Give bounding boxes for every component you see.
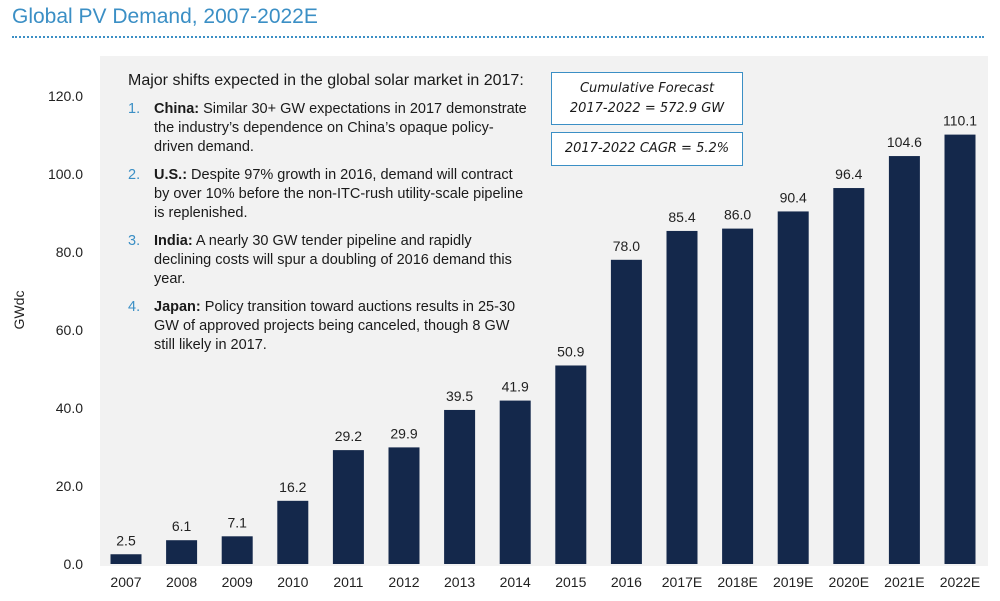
title-divider — [12, 36, 984, 38]
value-label-2018E: 86.0 — [724, 207, 751, 223]
bars — [110, 134, 976, 565]
x-tick-label-2007: 2007 — [110, 574, 141, 590]
item-number: 2. — [128, 167, 141, 183]
bar-2010 — [277, 500, 309, 564]
x-tick-label-2014: 2014 — [500, 574, 531, 590]
bar-2018E — [722, 228, 754, 564]
annotation-item-japan: 4. Japan: Policy transition toward aucti… — [128, 298, 528, 355]
item-number: 3. — [128, 233, 141, 249]
forecast-line-2: 2017-2022 = 572.9 GW — [569, 101, 725, 116]
item-bold: China: — [154, 101, 200, 117]
bar-2016 — [610, 259, 642, 564]
x-tick-label-2019E: 2019E — [773, 574, 813, 590]
bar-2013 — [444, 409, 476, 564]
bar-2007 — [110, 554, 142, 564]
y-tick-label: 60.0 — [56, 322, 83, 338]
bar-2008 — [166, 540, 198, 564]
value-label-2019E: 90.4 — [780, 189, 807, 205]
bar-2011 — [332, 450, 364, 564]
x-tick-label-2010: 2010 — [277, 574, 308, 590]
value-label-2016: 78.0 — [613, 238, 640, 254]
bar-2012 — [388, 447, 420, 564]
cumulative-forecast-box: Cumulative Forecast 2017-2022 = 572.9 GW — [551, 72, 743, 125]
item-number: 4. — [128, 299, 141, 315]
x-tick-label-2017E: 2017E — [662, 574, 702, 590]
annotation-heading: Major shifts expected in the global sola… — [128, 72, 524, 89]
chart-title: Global PV Demand, 2007-2022E — [12, 5, 318, 28]
bar-2017E — [666, 230, 698, 564]
item-bold: Japan: — [154, 299, 201, 315]
item-bold: India: — [154, 233, 193, 249]
cagr-text: 2017-2022 CAGR = 5.2% — [564, 141, 730, 156]
x-tick-label-2018E: 2018E — [717, 574, 757, 590]
item-text: Similar 30+ GW expectations in 2017 demo… — [154, 101, 527, 155]
x-tick-label-2012: 2012 — [388, 574, 419, 590]
value-label-2020E: 96.4 — [835, 166, 862, 182]
x-tick-label-2008: 2008 — [166, 574, 197, 590]
bar-2019E — [777, 211, 809, 564]
bar-2009 — [221, 536, 253, 564]
y-tick-label: 40.0 — [56, 400, 83, 416]
value-label-2010: 16.2 — [279, 479, 306, 495]
x-tick-label-2020E: 2020E — [829, 574, 869, 590]
item-bold: U.S.: — [154, 167, 188, 183]
y-tick-label: 20.0 — [56, 478, 83, 494]
value-labels: 2.5 6.1 7.1 16.2 29.2 29.9 39.5 41.9 50.9 78.0 85.… — [116, 113, 977, 549]
y-axis-ticks: 0.0 20.0 40.0 60.0 80.0 100.0 120.0 — [48, 88, 83, 572]
x-tick-label-2022E: 2022E — [940, 574, 980, 590]
item-number: 1. — [128, 101, 141, 117]
y-tick-label: 100.0 — [48, 166, 83, 182]
x-tick-label-2021E: 2021E — [884, 574, 924, 590]
bar-2021E — [888, 156, 920, 564]
value-label-2007: 2.5 — [116, 532, 136, 548]
annotation-item-china: 1. China: Similar 30+ GW expectations in… — [128, 100, 528, 157]
y-tick-label: 120.0 — [48, 88, 83, 104]
value-label-2017E: 85.4 — [668, 209, 695, 225]
value-label-2011: 29.2 — [335, 428, 362, 444]
item-text: Despite 97% growth in 2016, demand will … — [154, 167, 524, 221]
x-tick-label-2011: 2011 — [333, 574, 363, 590]
bar-2022E — [944, 134, 976, 565]
y-axis-label: GWdc — [11, 291, 27, 330]
value-label-2012: 29.9 — [390, 425, 417, 441]
annotation-panel: Major shifts expected in the global sola… — [128, 72, 528, 364]
value-label-2015: 50.9 — [557, 343, 584, 359]
y-tick-label: 80.0 — [56, 244, 83, 260]
bar-2020E — [833, 188, 865, 565]
forecast-line-1: Cumulative Forecast — [579, 81, 715, 96]
item-text: A nearly 30 GW tender pipeline and rapid… — [154, 233, 512, 287]
annotation-item-us: 2. U.S.: Despite 97% growth in 2016, dem… — [128, 166, 528, 223]
x-tick-label-2009: 2009 — [222, 574, 253, 590]
value-label-2008: 6.1 — [172, 518, 192, 534]
bar-2014 — [499, 400, 531, 564]
item-text: Policy transition toward auctions result… — [154, 299, 516, 353]
value-label-2013: 39.5 — [446, 388, 473, 404]
x-tick-label-2015: 2015 — [555, 574, 586, 590]
value-label-2022E: 110.1 — [943, 113, 977, 129]
x-tick-label-2013: 2013 — [444, 574, 475, 590]
value-label-2014: 41.9 — [502, 379, 529, 395]
bar-2015 — [555, 365, 587, 564]
value-label-2021E: 104.6 — [887, 134, 922, 150]
cagr-box: 2017-2022 CAGR = 5.2% — [551, 132, 743, 166]
annotation-item-india: 3. India: A nearly 30 GW tender pipeline… — [128, 232, 528, 289]
x-tick-label-2016: 2016 — [611, 574, 642, 590]
y-tick-label: 0.0 — [64, 556, 84, 572]
value-label-2009: 7.1 — [227, 514, 247, 530]
x-axis-labels: 2007 2008 2009 2010 2011 2012 2013 2014 2015 2016… — [110, 574, 980, 590]
